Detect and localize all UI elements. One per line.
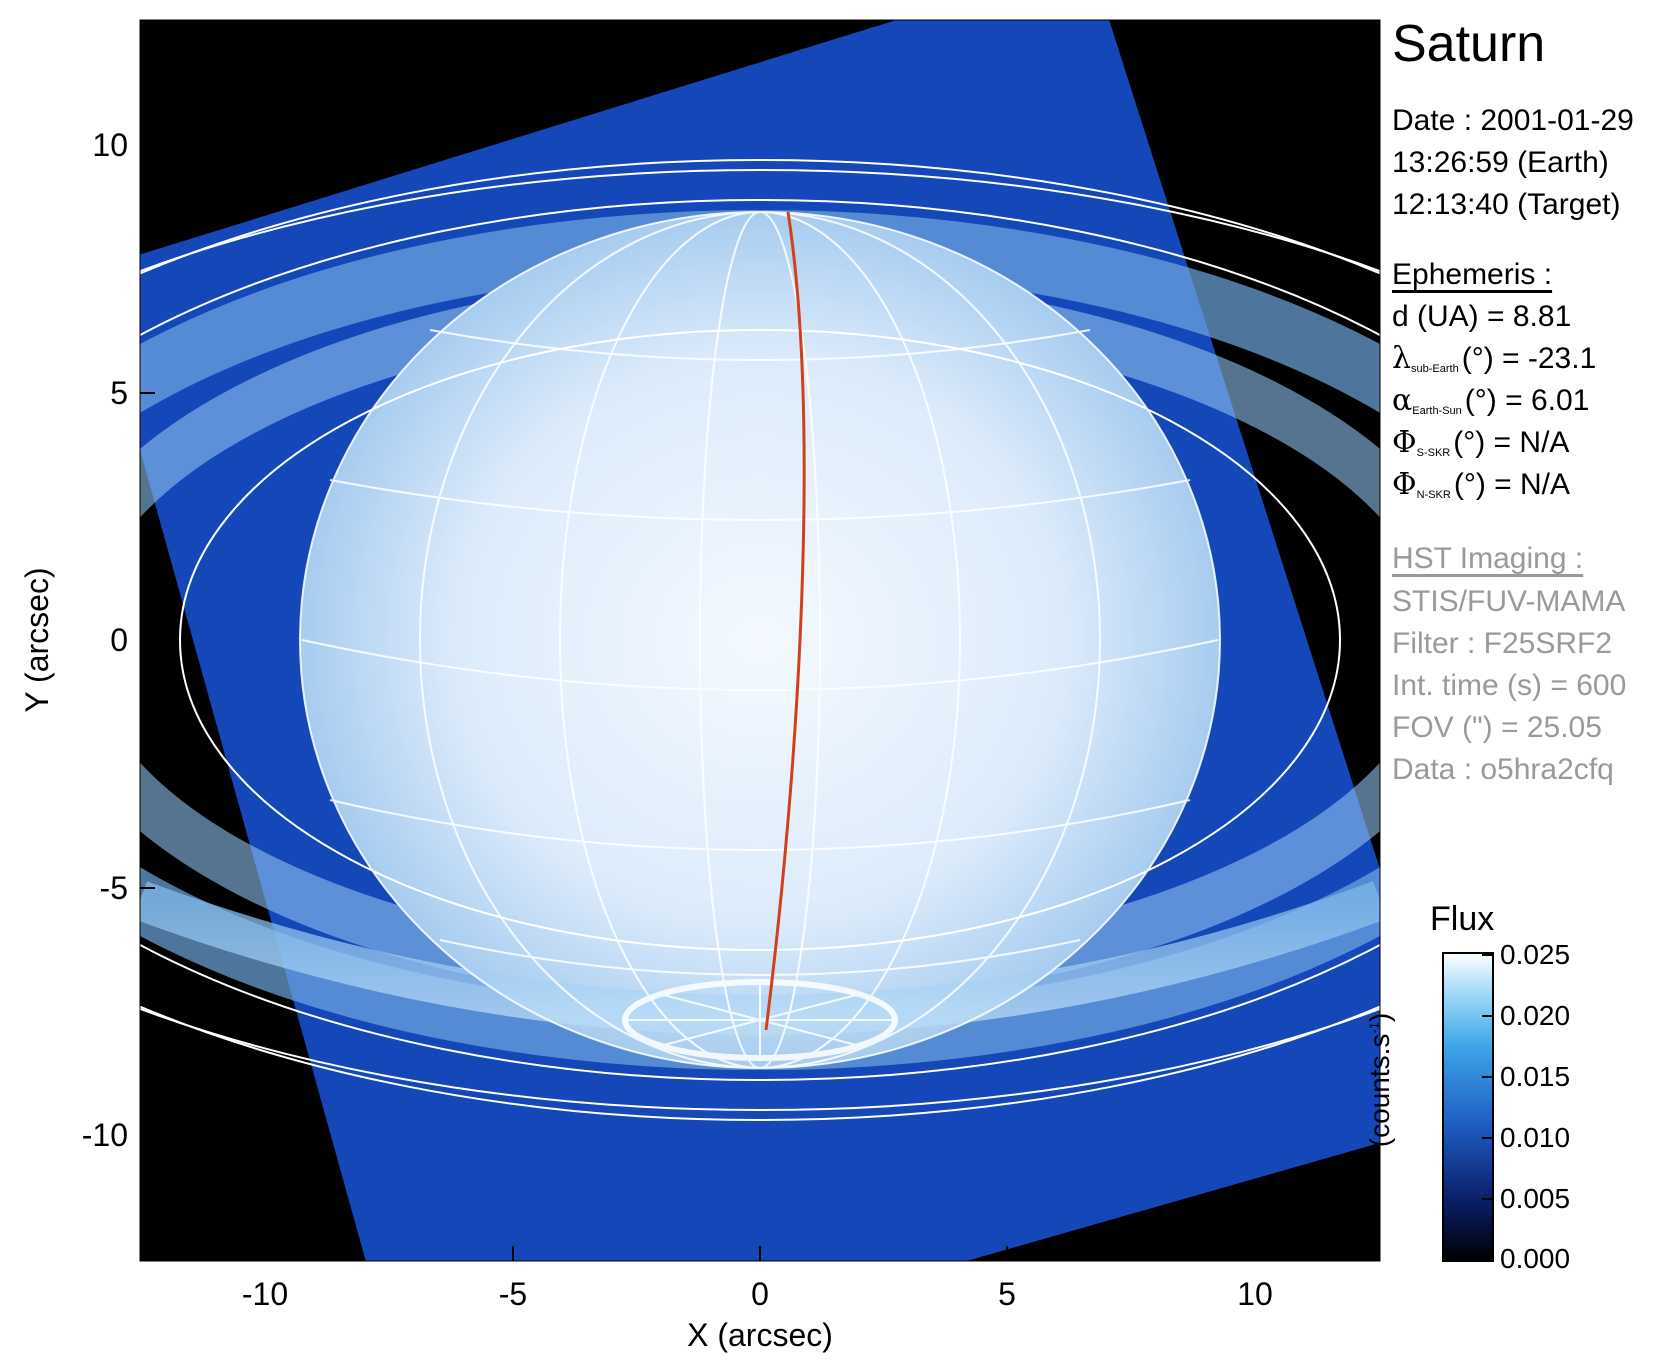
phi-n-value: (°) = N/A bbox=[1453, 468, 1571, 501]
phi-s-value: (°) = N/A bbox=[1453, 426, 1570, 459]
lambda-symbol: λ bbox=[1392, 341, 1412, 376]
x-tick-label: -5 bbox=[499, 1276, 527, 1312]
planet-disk bbox=[300, 212, 1220, 1068]
colorbar-ticks bbox=[1482, 954, 1493, 1260]
imaging-int-time: Int. time (s) = 600 bbox=[1392, 669, 1627, 702]
colorbar-tick-label: 0.010 bbox=[1500, 1122, 1571, 1153]
x-tick-label: -10 bbox=[242, 1276, 288, 1312]
colorbar-label-sup: -1 bbox=[1366, 1022, 1382, 1034]
colorbar-tick-label: 0.025 bbox=[1500, 939, 1571, 970]
ephemeris-header: Ephemeris : bbox=[1392, 258, 1553, 291]
colorbar-label-text: (counts.s bbox=[1364, 1033, 1395, 1148]
y-tick-label: 0 bbox=[110, 622, 128, 658]
colorbar bbox=[1442, 952, 1494, 1262]
ephemeris-phi-n: ΦN-SKR (°) = N/A bbox=[1392, 468, 1570, 512]
colorbar-tick-label: 0.000 bbox=[1500, 1243, 1571, 1274]
imaging-data-id: Data : o5hra2cfq bbox=[1392, 753, 1614, 786]
imaging-header: HST Imaging : bbox=[1392, 542, 1584, 575]
phi-n-subscript: N-SKR bbox=[1416, 489, 1451, 501]
y-tick-label: -10 bbox=[82, 1117, 128, 1153]
phi-n-symbol: Φ bbox=[1392, 467, 1417, 502]
alpha-subscript: Earth-Sun bbox=[1412, 405, 1462, 417]
alpha-symbol: α bbox=[1392, 383, 1413, 418]
x-tick-label: 0 bbox=[751, 1276, 769, 1312]
phi-s-subscript: S-SKR bbox=[1416, 447, 1451, 459]
imaging-fov: FOV (") = 25.05 bbox=[1392, 711, 1602, 744]
x-tick-label: 5 bbox=[998, 1276, 1016, 1312]
axis-ticks bbox=[140, 144, 1256, 1261]
x-axis-label: X (arcsec) bbox=[687, 1317, 833, 1353]
ephemeris-phi-s: ΦS-SKR (°) = N/A bbox=[1392, 426, 1569, 470]
earth-time: 13:26:59 (Earth) bbox=[1392, 146, 1609, 179]
x-tick-label: 10 bbox=[1237, 1276, 1273, 1312]
planet-grid bbox=[299, 211, 1221, 1069]
central-meridian bbox=[764, 211, 806, 1031]
imaging-instrument: STIS/FUV-MAMA bbox=[1392, 585, 1626, 618]
imaging-filter: Filter : F25SRF2 bbox=[1392, 627, 1613, 660]
colorbar-tick-label: 0.020 bbox=[1500, 1000, 1571, 1031]
y-tick-label: -5 bbox=[100, 870, 128, 906]
lambda-subscript: sub-Earth bbox=[1411, 363, 1459, 375]
ephemeris-alpha: αEarth-Sun (°) = 6.01 bbox=[1392, 384, 1589, 428]
y-tick-label: 5 bbox=[110, 375, 128, 411]
lambda-value: (°) = -23.1 bbox=[1461, 342, 1597, 375]
colorbar-title: Flux bbox=[1430, 900, 1495, 938]
colorbar-label-end: ) bbox=[1364, 1012, 1395, 1023]
target-time: 12:13:40 (Target) bbox=[1392, 188, 1621, 221]
phi-s-symbol: Φ bbox=[1392, 425, 1417, 460]
ephemeris-lambda: λsub-Earth (°) = -23.1 bbox=[1392, 342, 1596, 386]
colorbar-label: (counts.s-1) bbox=[1364, 1013, 1396, 1148]
ephemeris-distance: d (UA) = 8.81 bbox=[1392, 300, 1572, 333]
y-axis-label: Y (arcsec) bbox=[19, 567, 55, 712]
obs-date: Date : 2001-01-29 bbox=[1392, 104, 1634, 137]
y-tick-label: 10 bbox=[92, 127, 128, 163]
ring-outlines bbox=[140, 159, 1380, 1121]
colorbar-tick-label: 0.015 bbox=[1500, 1061, 1571, 1092]
colorbar-tick-label: 0.005 bbox=[1500, 1183, 1571, 1214]
alpha-value: (°) = 6.01 bbox=[1464, 384, 1590, 417]
planet-title: Saturn bbox=[1392, 15, 1546, 73]
